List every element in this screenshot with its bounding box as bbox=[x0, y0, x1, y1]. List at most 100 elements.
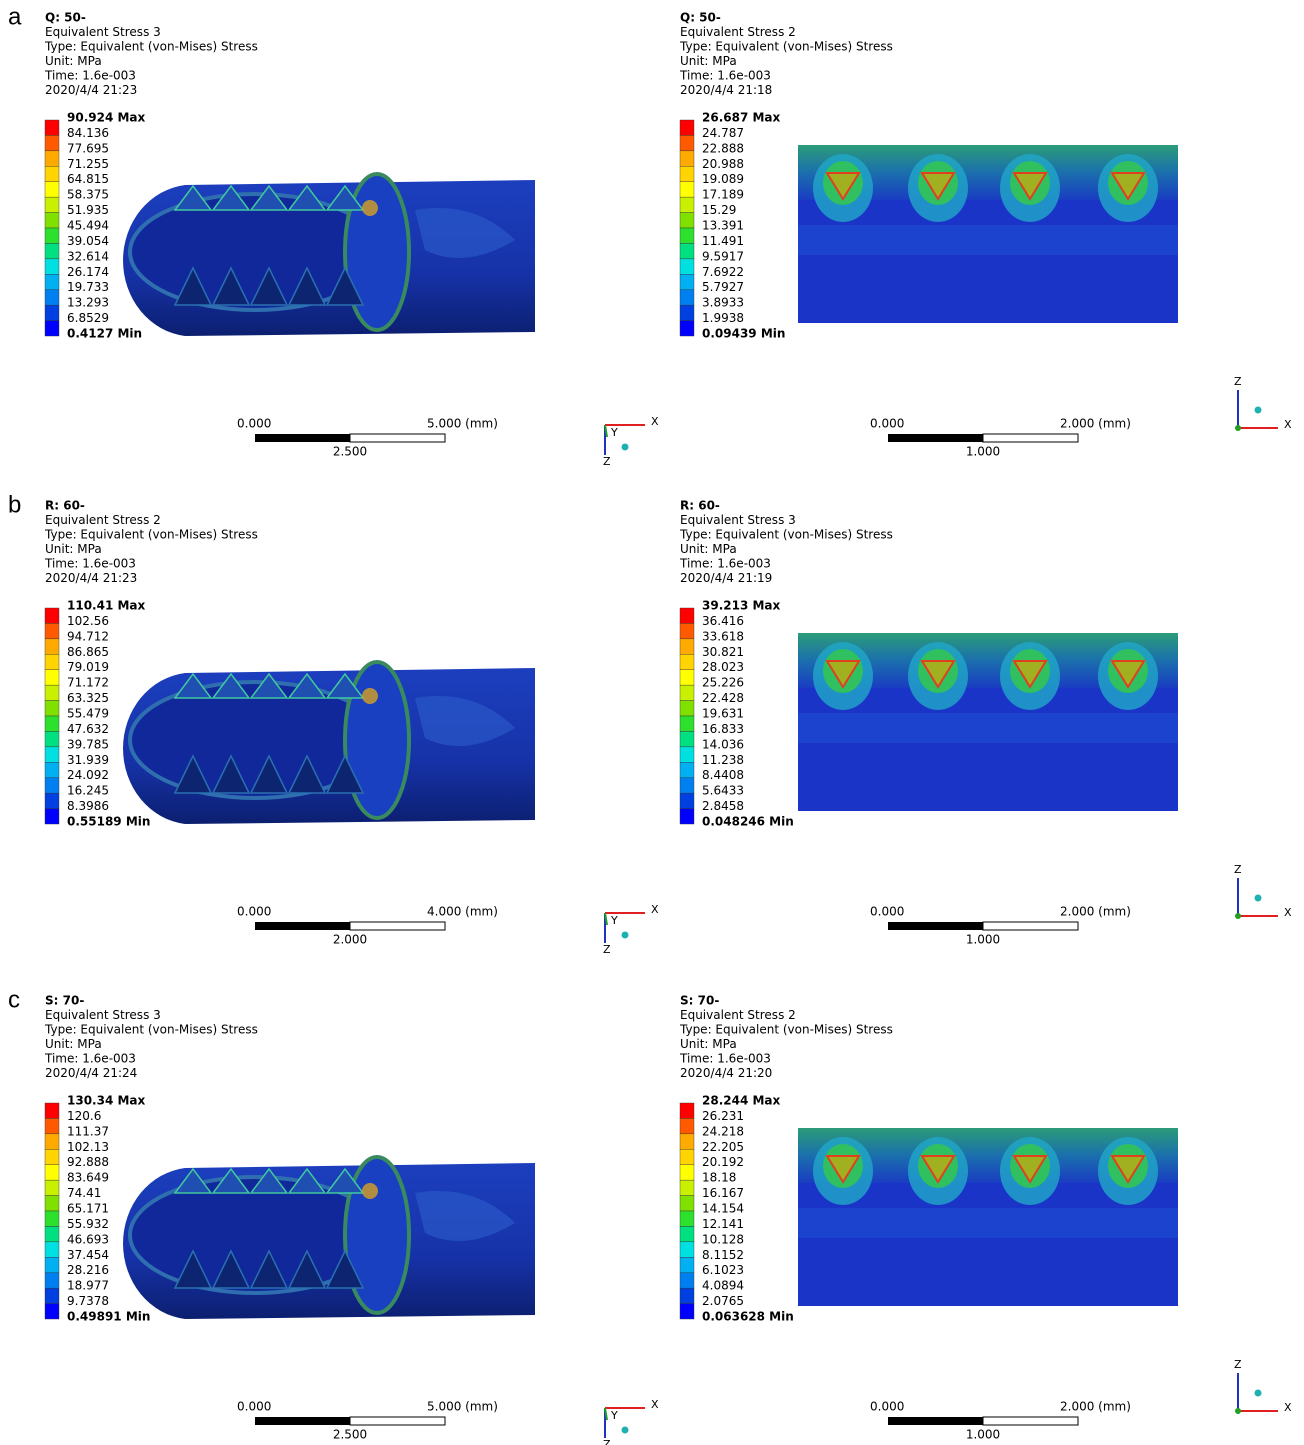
axis-label: Z bbox=[603, 1438, 611, 1445]
axis-label: X bbox=[1284, 1401, 1292, 1414]
figure: aQ: 50-Equivalent Stress 3Type: Equivale… bbox=[0, 0, 1304, 1445]
legend-label: 64.815 bbox=[67, 172, 109, 186]
panel-letter: a bbox=[8, 3, 22, 30]
legend-label: 31.939 bbox=[67, 753, 109, 767]
result-info: Type: Equivalent (von-Mises) Stress bbox=[44, 528, 258, 542]
legend-label: 14.154 bbox=[702, 1202, 744, 1216]
triad-ball bbox=[622, 444, 629, 451]
legend-swatch bbox=[680, 182, 694, 197]
legend-swatch bbox=[45, 290, 59, 305]
legend-label: 19.733 bbox=[67, 280, 109, 294]
legend-label: 94.712 bbox=[67, 629, 109, 643]
legend-swatch bbox=[680, 151, 694, 166]
legend-label: 20.192 bbox=[702, 1155, 744, 1169]
legend-label: 36.416 bbox=[702, 614, 744, 628]
legend-swatch bbox=[45, 1196, 59, 1211]
scale-bar-white bbox=[350, 1417, 445, 1425]
legend-swatch bbox=[45, 197, 59, 212]
result-info: Type: Equivalent (von-Mises) Stress bbox=[679, 40, 893, 54]
triad-ball bbox=[1255, 895, 1262, 902]
scale-mid: 1.000 bbox=[966, 933, 1000, 947]
legend-label: 90.924 Max bbox=[67, 111, 146, 125]
legend-label: 47.632 bbox=[67, 722, 109, 736]
result-info: 2020/4/4 21:19 bbox=[680, 571, 772, 585]
legend-swatch bbox=[45, 716, 59, 731]
result-info: Unit: MPa bbox=[45, 1037, 102, 1051]
legend-swatch bbox=[680, 793, 694, 808]
scale-bar-black bbox=[255, 1417, 350, 1425]
axis-label: X bbox=[651, 415, 659, 428]
legend-swatch bbox=[680, 1118, 694, 1133]
legend-swatch bbox=[45, 259, 59, 274]
legend-label: 25.226 bbox=[702, 676, 744, 690]
result-info: 2020/4/4 21:23 bbox=[45, 83, 137, 97]
legend-label: 11.491 bbox=[702, 234, 744, 248]
axis-label: X bbox=[651, 1398, 659, 1411]
legend-label: 18.977 bbox=[67, 1279, 109, 1293]
legend-label: 6.8529 bbox=[67, 311, 109, 325]
legend-swatch bbox=[45, 670, 59, 685]
triad-origin bbox=[1235, 1408, 1241, 1414]
scale-bar-black bbox=[888, 922, 983, 930]
legend-label: 24.218 bbox=[702, 1124, 744, 1138]
legend-swatch bbox=[45, 151, 59, 166]
panel-letter: b bbox=[8, 491, 21, 518]
legend-swatch bbox=[45, 1149, 59, 1164]
legend-swatch bbox=[45, 1242, 59, 1257]
legend-label: 102.56 bbox=[67, 614, 109, 628]
triad-ball bbox=[1255, 407, 1262, 414]
legend-swatch bbox=[680, 762, 694, 777]
axis-label: X bbox=[1284, 418, 1292, 431]
legend-swatch bbox=[680, 1134, 694, 1149]
legend-label: 6.1023 bbox=[702, 1263, 744, 1277]
result-info: Equivalent Stress 3 bbox=[45, 25, 161, 39]
axis-label: Y bbox=[610, 426, 618, 439]
scale-bar-white bbox=[983, 922, 1078, 930]
legend-label: 18.18 bbox=[702, 1171, 736, 1185]
legend-swatch bbox=[680, 243, 694, 258]
legend-label: 39.054 bbox=[67, 234, 109, 248]
scale-start: 0.000 bbox=[870, 417, 904, 431]
legend-swatch bbox=[680, 639, 694, 654]
legend-label: 16.167 bbox=[702, 1186, 744, 1200]
legend-label: 13.391 bbox=[702, 219, 744, 233]
scale-mid: 2.000 bbox=[333, 933, 367, 947]
legend-label: 74.41 bbox=[67, 1186, 101, 1200]
legend-swatch bbox=[680, 809, 694, 824]
legend-swatch bbox=[45, 762, 59, 777]
legend-label: 130.34 Max bbox=[67, 1094, 146, 1108]
result-info: Equivalent Stress 3 bbox=[680, 513, 796, 527]
legend-swatch bbox=[45, 685, 59, 700]
legend-label: 26.231 bbox=[702, 1109, 744, 1123]
legend-label: 22.428 bbox=[702, 691, 744, 705]
legend-label: 65.171 bbox=[67, 1202, 109, 1216]
legend-label: 5.6433 bbox=[702, 784, 744, 798]
scale-mid: 1.000 bbox=[966, 445, 1000, 459]
legend-label: 0.4127 Min bbox=[67, 327, 142, 341]
scale-mid: 2.500 bbox=[333, 1428, 367, 1442]
result-info: Time: 1.6e-003 bbox=[679, 69, 771, 83]
legend-swatch bbox=[45, 305, 59, 320]
legend-label: 79.019 bbox=[67, 660, 109, 674]
legend-label: 39.785 bbox=[67, 737, 109, 751]
legend-label: 15.29 bbox=[702, 203, 736, 217]
panel-letter: c bbox=[8, 986, 20, 1013]
legend-label: 58.375 bbox=[67, 188, 109, 202]
legend-label: 24.092 bbox=[67, 768, 109, 782]
axis-label: Z bbox=[603, 943, 611, 956]
legend-swatch bbox=[45, 608, 59, 623]
legend-swatch bbox=[680, 716, 694, 731]
legend-label: 33.618 bbox=[702, 629, 744, 643]
result-info: 2020/4/4 21:23 bbox=[45, 571, 137, 585]
result-info: Time: 1.6e-003 bbox=[44, 1052, 136, 1066]
legend-swatch bbox=[680, 1180, 694, 1195]
scale-end: 2.000 (mm) bbox=[1060, 1400, 1131, 1414]
result-panel: Q: 50-Equivalent Stress 2Type: Equivalen… bbox=[679, 11, 1292, 459]
scale-bar-white bbox=[983, 434, 1078, 442]
triad-ball bbox=[622, 1427, 629, 1434]
scale-bar-black bbox=[255, 434, 350, 442]
legend-swatch bbox=[680, 654, 694, 669]
axis-label: Z bbox=[1234, 863, 1242, 876]
legend-label: 39.213 Max bbox=[702, 599, 781, 613]
scale-bar-white bbox=[350, 434, 445, 442]
